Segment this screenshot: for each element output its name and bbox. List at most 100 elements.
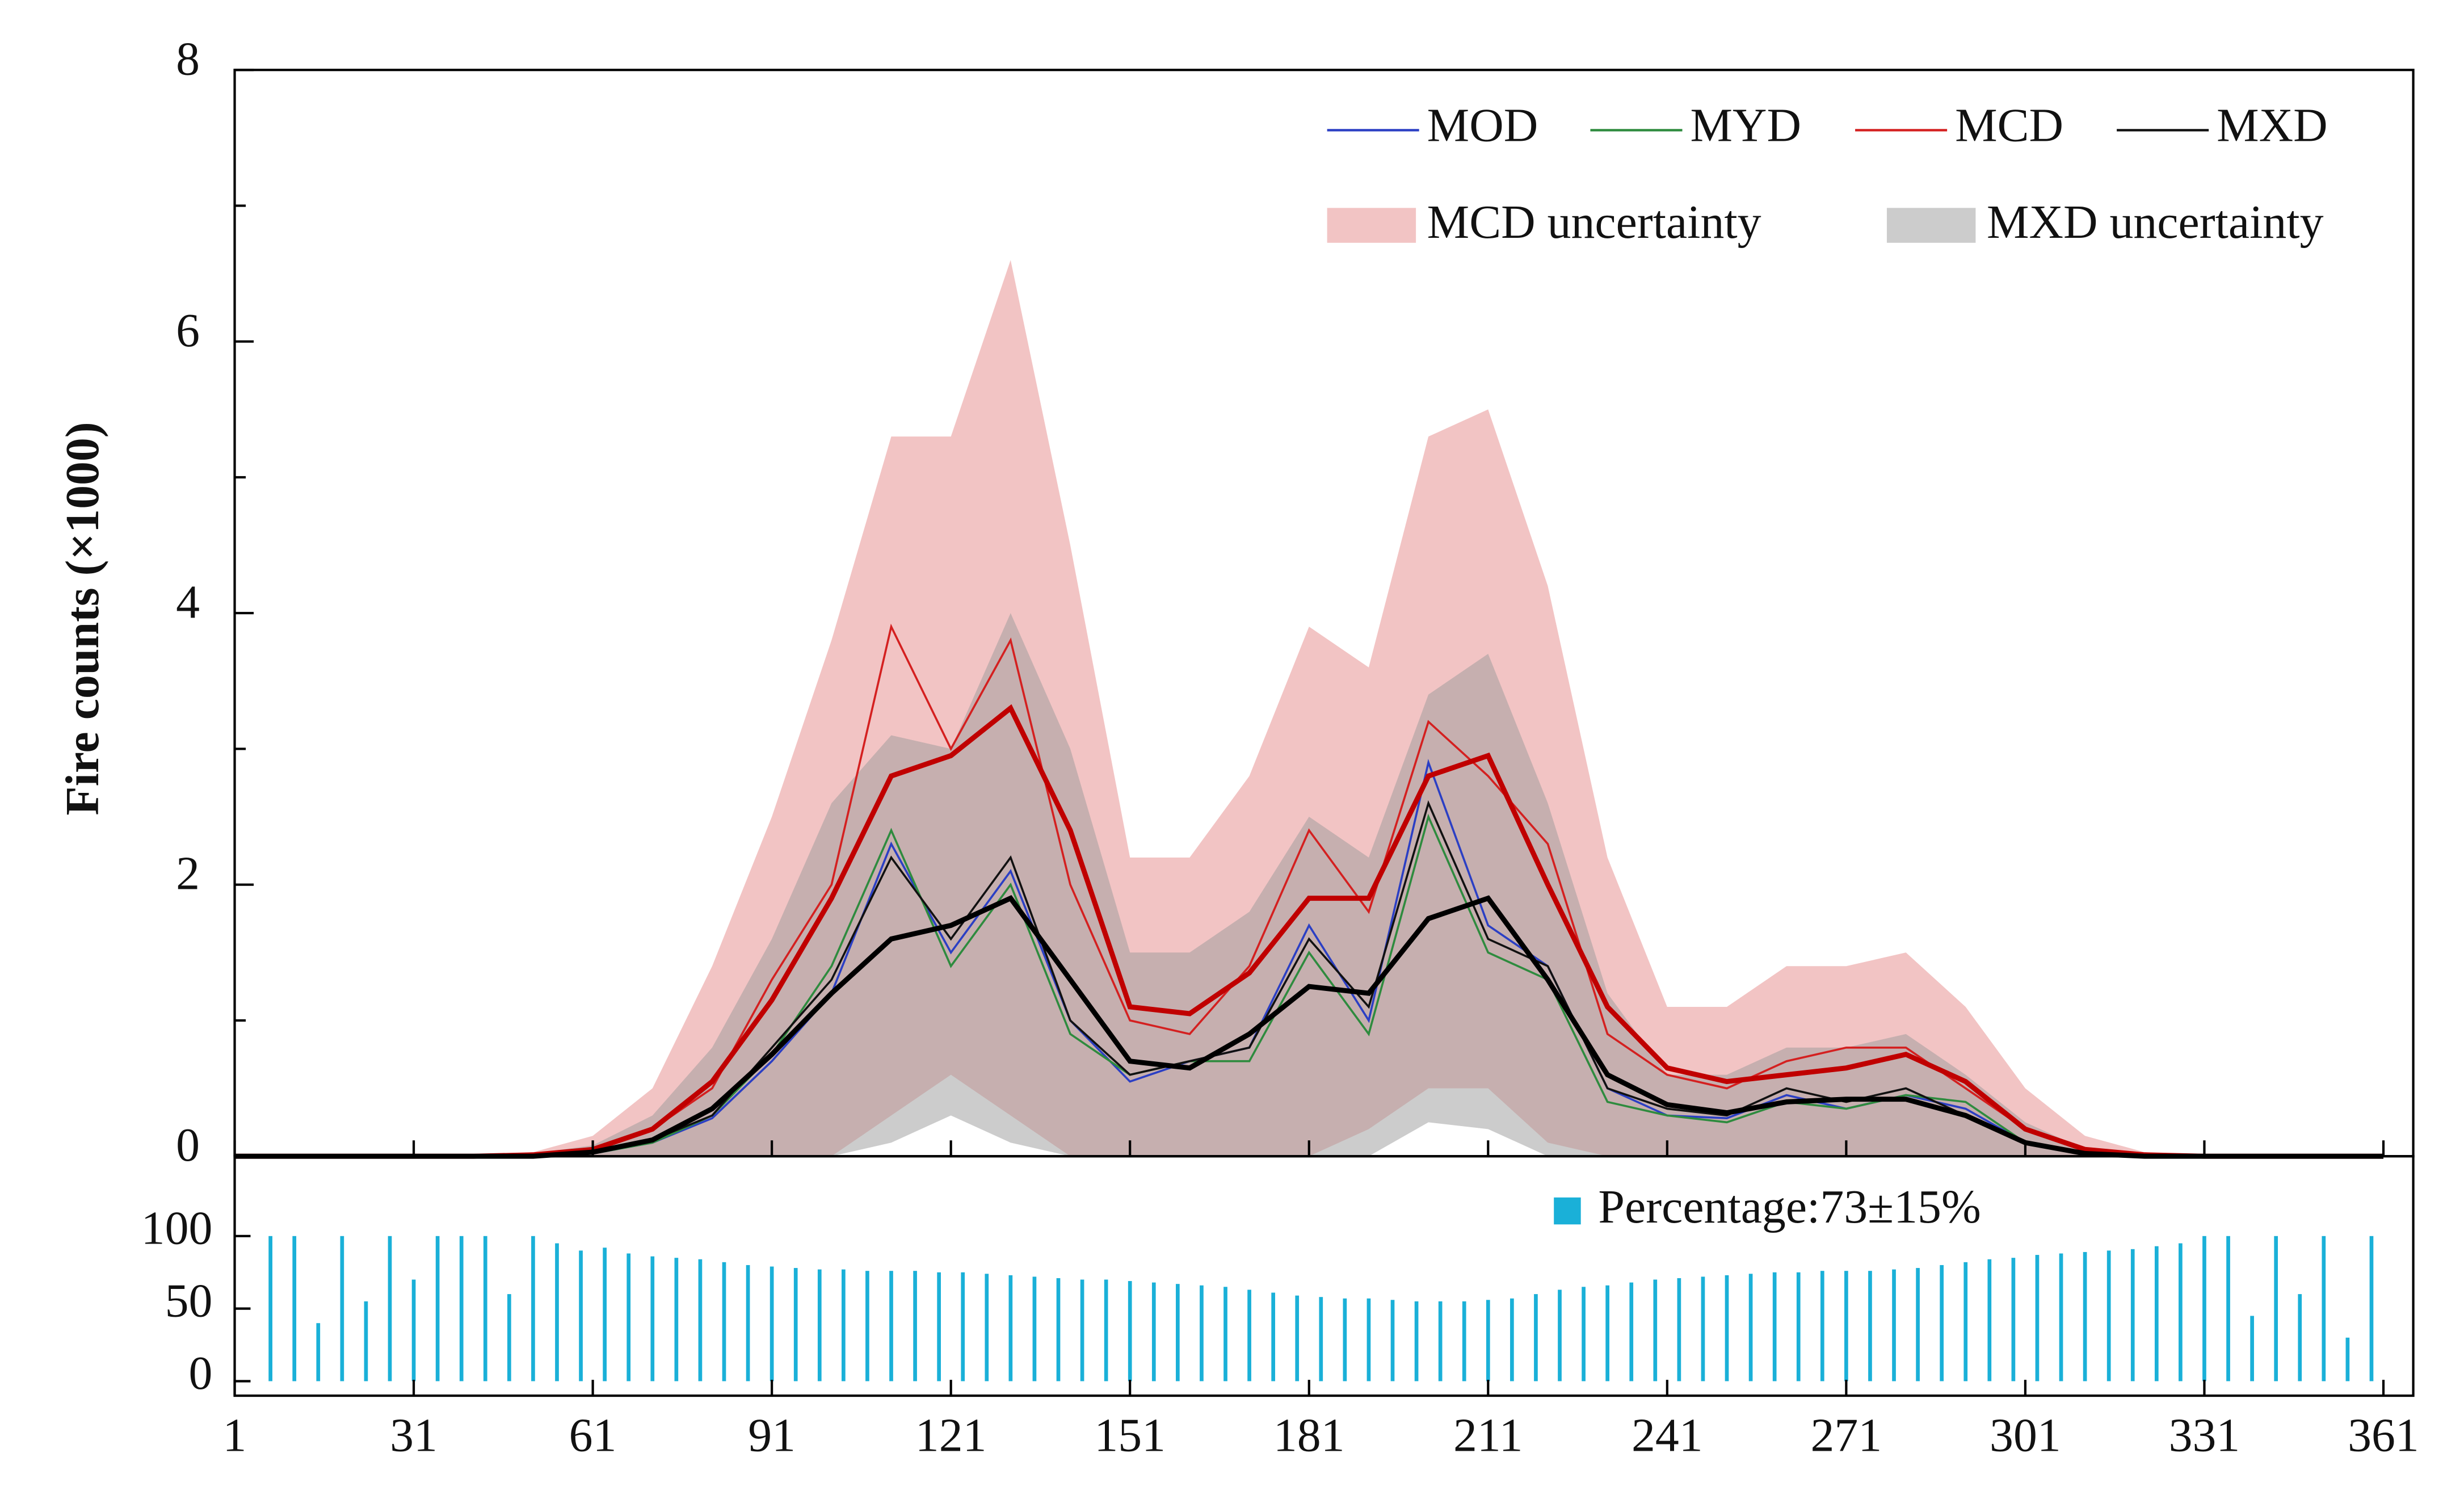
bar [2179, 1243, 2183, 1381]
bar [1390, 1300, 1395, 1381]
bar [1128, 1281, 1132, 1381]
bar [340, 1236, 344, 1381]
bar [531, 1236, 535, 1381]
x-tick-label: 121 [915, 1409, 987, 1462]
bar [889, 1271, 893, 1381]
bar [865, 1271, 869, 1381]
y-tick-label: 2 [176, 847, 200, 900]
bar [2226, 1236, 2230, 1381]
y-tick-label: 8 [176, 32, 200, 85]
legend-label: MXD uncertainty [1987, 196, 2324, 249]
x-tick-label: 61 [569, 1409, 617, 1462]
plot-frame [233, 1155, 2415, 1397]
bar [1725, 1275, 1729, 1381]
y-tick-label: 100 [141, 1202, 213, 1254]
y-tick-label: 50 [165, 1274, 213, 1327]
bar [292, 1236, 297, 1381]
bar [2274, 1236, 2278, 1381]
y-tick-label: 0 [189, 1347, 213, 1400]
bar [2059, 1253, 2063, 1381]
bar [1080, 1279, 1084, 1381]
bar [1940, 1265, 1944, 1381]
bar [2322, 1236, 2326, 1381]
bar [316, 1323, 321, 1381]
bar [1582, 1287, 1586, 1381]
bar [1510, 1298, 1514, 1381]
x-tick-label: 1 [223, 1409, 247, 1462]
bar [2130, 1249, 2135, 1381]
bar [2011, 1258, 2016, 1381]
bar [2035, 1255, 2040, 1381]
x-tick-label: 301 [1990, 1409, 2061, 1462]
x-tick-label: 211 [1453, 1409, 1523, 1462]
bar [1820, 1271, 1824, 1381]
uncertainty-band [234, 260, 2383, 1157]
x-tick-label: 151 [1094, 1409, 1166, 1462]
bar [555, 1243, 559, 1381]
bar [1176, 1284, 1180, 1381]
bar [1916, 1268, 1920, 1381]
bar [1200, 1285, 1204, 1381]
bar [579, 1250, 583, 1381]
bar [1366, 1298, 1371, 1381]
bar [1963, 1262, 1968, 1381]
bar [1605, 1285, 1610, 1381]
legend-swatch [1886, 208, 1976, 243]
bar [1748, 1274, 1753, 1381]
bar [1558, 1290, 1562, 1381]
bar [1987, 1259, 1992, 1381]
bar [1247, 1290, 1251, 1381]
bar [507, 1294, 511, 1381]
bar [1056, 1278, 1061, 1381]
y-axis-title: Fire counts (×1000) [56, 422, 109, 815]
bar [1295, 1295, 1300, 1381]
bar [1796, 1272, 1801, 1381]
bar [1343, 1298, 1347, 1381]
x-tick-label: 181 [1273, 1409, 1345, 1462]
bar [435, 1236, 440, 1381]
bar [1844, 1271, 1848, 1381]
bar [1414, 1301, 1419, 1381]
bar [2154, 1246, 2159, 1381]
bar [411, 1279, 416, 1381]
legend-label: Percentage:73±15% [1598, 1181, 1981, 1233]
legend-label: MXD [2217, 99, 2328, 152]
uncertainty-band [234, 613, 2383, 1157]
bar [1008, 1275, 1013, 1381]
x-tick-label: 361 [2348, 1409, 2419, 1462]
x-tick-label: 241 [1632, 1409, 1703, 1462]
bar [961, 1272, 965, 1381]
bar [483, 1236, 487, 1381]
bar [2106, 1250, 2111, 1381]
y-tick-label: 0 [176, 1119, 200, 1171]
x-tick-label: 331 [2169, 1409, 2240, 1462]
bar [2250, 1316, 2254, 1381]
bar [1271, 1292, 1276, 1381]
bar [603, 1248, 607, 1381]
bar [1868, 1271, 1872, 1381]
bar [1438, 1301, 1443, 1381]
x-tick-label: 271 [1811, 1409, 1882, 1462]
x-tick-label: 91 [748, 1409, 796, 1462]
bar [388, 1236, 392, 1381]
legend-label: MCD [1955, 99, 2063, 152]
bar [1223, 1287, 1227, 1381]
bar [364, 1301, 368, 1381]
bar [1653, 1279, 1658, 1381]
bar [650, 1256, 655, 1381]
bar [1032, 1276, 1037, 1381]
bar [459, 1236, 464, 1381]
legend-label: MOD [1427, 99, 1538, 152]
legend-label: MCD uncertainty [1427, 196, 1761, 249]
bar [1892, 1269, 1896, 1381]
legend-label: MYD [1690, 99, 1801, 152]
bar [1319, 1297, 1323, 1381]
y-tick-label: 6 [176, 304, 200, 357]
bar [770, 1266, 774, 1381]
bar [1486, 1300, 1490, 1381]
bar [746, 1265, 750, 1381]
bar [626, 1253, 631, 1381]
bar [1534, 1294, 1538, 1381]
